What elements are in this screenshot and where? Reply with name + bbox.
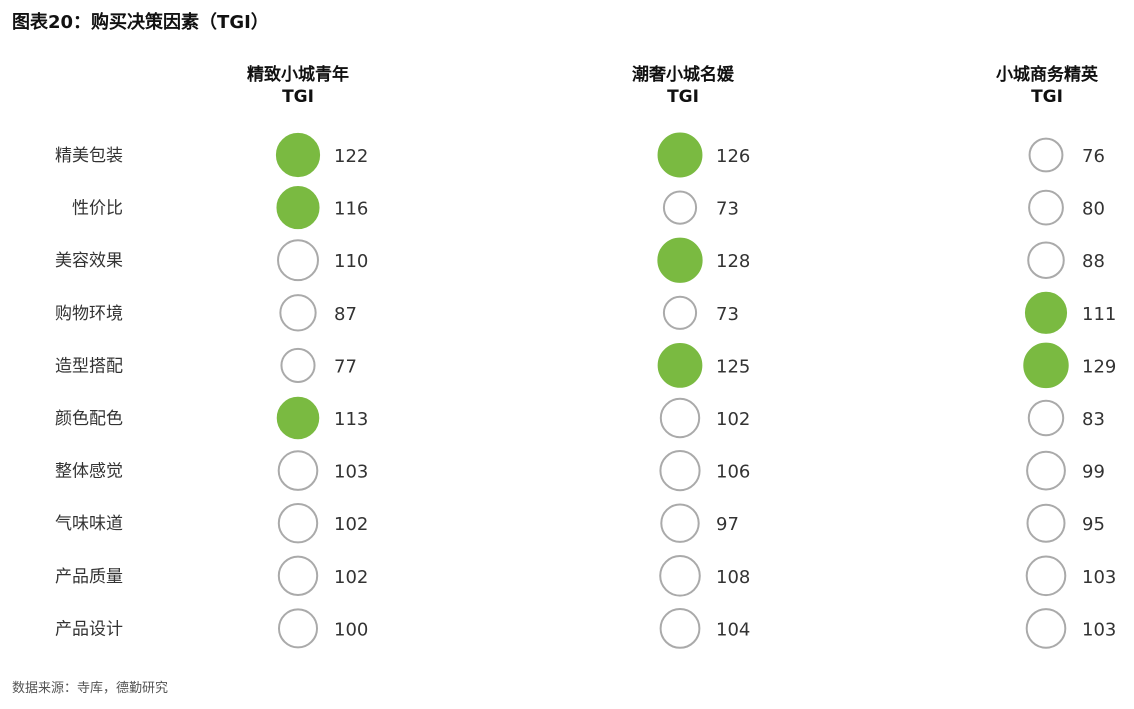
series-sub: TGI bbox=[667, 87, 699, 107]
value-label: 103 bbox=[1082, 619, 1116, 640]
bubble bbox=[1026, 503, 1066, 543]
category-label: 产品质量 bbox=[55, 567, 123, 587]
bubble bbox=[278, 608, 318, 649]
value-label: 77 bbox=[334, 356, 357, 377]
value-label: 76 bbox=[1082, 146, 1105, 167]
value-label: 128 bbox=[716, 251, 750, 272]
bubble bbox=[660, 503, 700, 543]
bubble bbox=[1027, 399, 1065, 437]
value-label: 102 bbox=[716, 409, 750, 430]
series-sub: TGI bbox=[282, 87, 314, 107]
value-label: 97 bbox=[716, 514, 739, 535]
bubble bbox=[1023, 342, 1069, 389]
bubble bbox=[1027, 241, 1065, 279]
value-label: 125 bbox=[716, 356, 750, 377]
value-label: 73 bbox=[716, 199, 739, 220]
bubble bbox=[662, 295, 698, 330]
bubble bbox=[276, 186, 320, 230]
category-label: 整体感觉 bbox=[55, 462, 123, 482]
bubble bbox=[1026, 450, 1066, 491]
bubble bbox=[277, 503, 319, 544]
category-label: 性价比 bbox=[72, 199, 123, 219]
series-name: 精致小城青年 bbox=[247, 65, 349, 85]
bubble bbox=[277, 239, 319, 282]
category-label: 购物环境 bbox=[55, 304, 123, 324]
bubble bbox=[657, 237, 703, 283]
column-header-3: 小城商务精英 TGI bbox=[947, 64, 1134, 108]
value-label: 99 bbox=[1082, 462, 1105, 483]
series-name: 小城商务精英 bbox=[996, 65, 1098, 85]
value-label: 126 bbox=[716, 146, 750, 167]
category-label: 产品设计 bbox=[55, 619, 123, 639]
bubble bbox=[659, 397, 701, 439]
value-label: 113 bbox=[334, 409, 368, 430]
bubble bbox=[1025, 608, 1067, 649]
category-label: 美容效果 bbox=[55, 251, 123, 271]
column-header-2: 潮奢小城名媛 TGI bbox=[583, 64, 783, 108]
bubble bbox=[1025, 555, 1067, 597]
value-label: 106 bbox=[716, 462, 750, 483]
series-sub: TGI bbox=[1031, 87, 1063, 107]
value-label: 110 bbox=[334, 251, 368, 272]
value-label: 87 bbox=[334, 304, 357, 325]
bubble bbox=[280, 347, 316, 383]
bubble bbox=[1028, 137, 1064, 173]
bubble bbox=[659, 450, 701, 492]
category-label: 造型搭配 bbox=[55, 356, 123, 376]
source-note: 数据来源：寺库，德勤研究 bbox=[12, 681, 169, 696]
value-label: 103 bbox=[1082, 567, 1116, 588]
value-label: 100 bbox=[334, 619, 368, 640]
value-label: 80 bbox=[1082, 199, 1105, 220]
chart-title: 图表20：购买决策因素（TGI） bbox=[12, 12, 269, 33]
category-label: 颜色配色 bbox=[55, 409, 123, 429]
bubble bbox=[277, 450, 319, 491]
bubble bbox=[277, 555, 319, 596]
value-label: 102 bbox=[334, 514, 368, 535]
bubble bbox=[657, 132, 703, 178]
category-label: 气味味道 bbox=[55, 514, 123, 534]
bubble bbox=[279, 294, 317, 332]
bubble bbox=[657, 343, 703, 388]
value-label: 83 bbox=[1082, 409, 1105, 430]
value-label: 129 bbox=[1082, 356, 1116, 377]
value-label: 108 bbox=[716, 567, 750, 588]
value-label: 116 bbox=[334, 199, 368, 220]
bubble bbox=[1028, 189, 1064, 226]
category-label: 精美包装 bbox=[55, 146, 123, 166]
value-label: 103 bbox=[334, 462, 368, 483]
bubble bbox=[659, 555, 701, 597]
bubble bbox=[276, 396, 320, 440]
value-label: 122 bbox=[334, 146, 368, 167]
value-label: 88 bbox=[1082, 251, 1105, 272]
bubble bbox=[275, 132, 321, 178]
value-label: 73 bbox=[716, 304, 739, 325]
bubble bbox=[659, 608, 701, 649]
value-label: 111 bbox=[1082, 304, 1116, 325]
series-name: 潮奢小城名媛 bbox=[632, 65, 734, 85]
value-label: 95 bbox=[1082, 514, 1105, 535]
value-label: 102 bbox=[334, 567, 368, 588]
bubble bbox=[1024, 291, 1068, 334]
bubble bbox=[662, 190, 698, 225]
column-header-1: 精致小城青年 TGI bbox=[198, 64, 398, 108]
value-label: 104 bbox=[716, 619, 750, 640]
